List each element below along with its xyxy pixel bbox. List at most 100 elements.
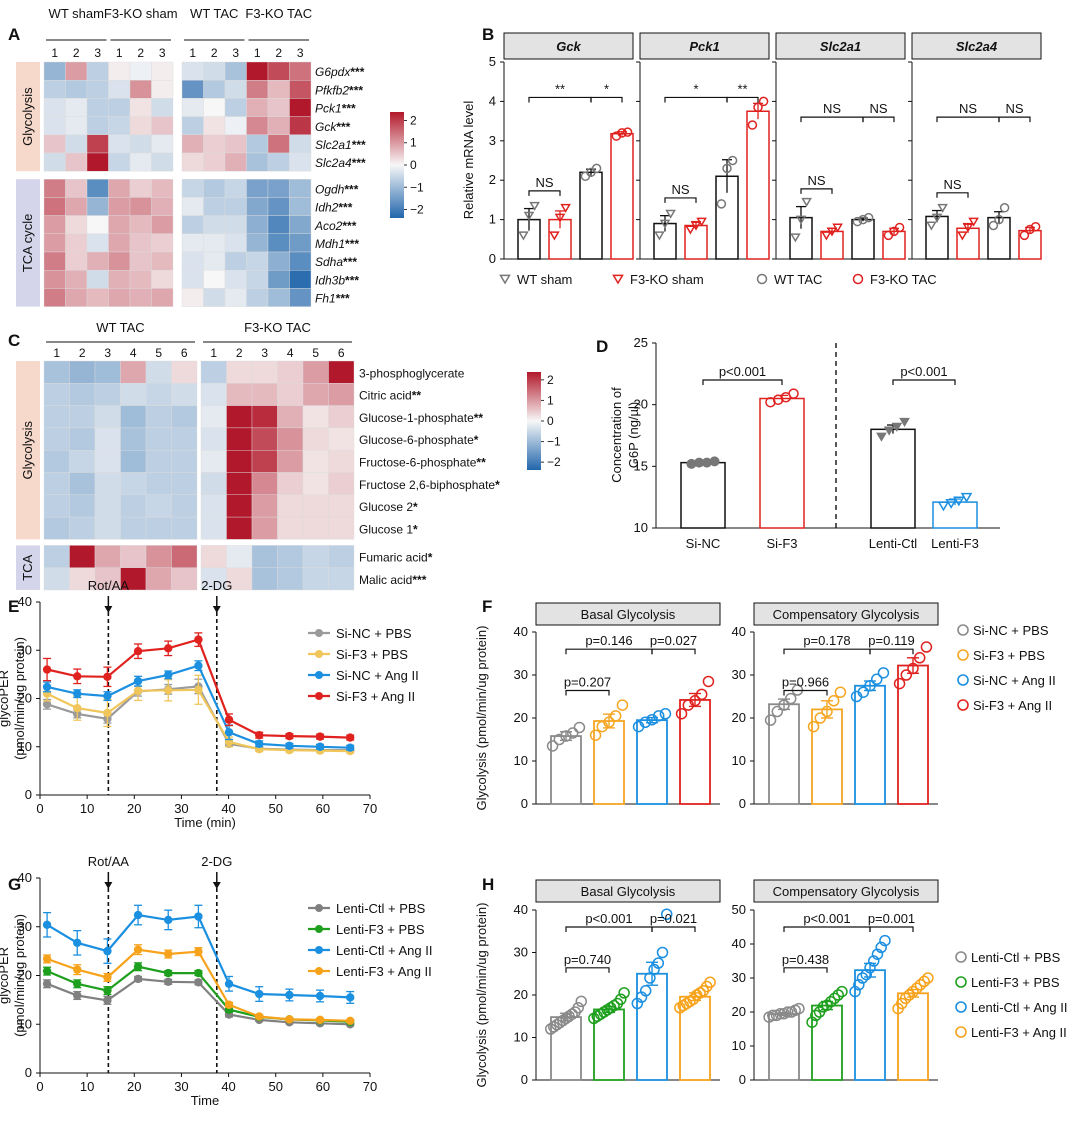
heatmap-cell [267, 251, 290, 271]
bar [680, 461, 726, 529]
legend-marker [315, 946, 323, 954]
data-point [164, 686, 173, 695]
heatmap-cell [203, 98, 226, 117]
heatmap-cell [145, 545, 172, 568]
data-point [774, 1007, 787, 1020]
colorbar [390, 112, 404, 218]
y-tick-label: 25 [634, 335, 648, 350]
significance-bracket [892, 379, 956, 385]
heatmap-cell [86, 134, 109, 154]
heatmap-cell [43, 360, 70, 384]
x-tick-label: 10 [80, 801, 94, 816]
significance-label: p=0.146 [585, 633, 632, 648]
column-number: 2 [275, 46, 282, 60]
heatmap-cell [120, 494, 147, 518]
heatmap-cell [86, 288, 109, 307]
colorbar [527, 372, 541, 470]
data-point [856, 972, 869, 984]
legend-label: F3-KO TAC [870, 272, 937, 287]
column-number: 2 [79, 346, 86, 360]
legend-label: Lenti-Ctl + Ang II [336, 943, 432, 958]
data-point [194, 947, 203, 956]
heatmap-cell [203, 215, 226, 235]
column-number: 1 [116, 46, 123, 60]
x-tick-label: 0 [36, 1079, 43, 1094]
heatmap-cell [200, 427, 227, 451]
data-point [828, 992, 841, 1005]
heatmap-cell [224, 79, 247, 99]
heatmap-cell [145, 494, 172, 518]
heatmap-cell [94, 472, 121, 495]
y-axis-title: G6P (ng/µl) [626, 402, 641, 469]
panel-e-line-chart: glycoPER (pmol/min/ug protein) 0 10 20 30 40 0 1… [0, 578, 419, 830]
heatmap-cell [145, 427, 172, 451]
significance-label: NS [807, 173, 825, 188]
data-point [580, 171, 591, 182]
data-point [722, 163, 732, 174]
data-point [937, 501, 950, 512]
y-tick-label: 10 [732, 753, 746, 768]
data-point [894, 222, 905, 233]
legend-marker [315, 629, 323, 637]
y-axis-title: glycoPER [0, 947, 11, 1004]
heatmap-cell [277, 567, 304, 591]
heatmap-cell [200, 545, 227, 568]
significance-bracket [800, 188, 833, 194]
panel-label-h: H [482, 875, 494, 894]
heatmap-cell [277, 383, 304, 406]
heatmap-cell [129, 197, 152, 216]
heatmap-cell [181, 134, 204, 154]
significance-bracket [800, 116, 864, 123]
y-tick-label: 4 [489, 93, 496, 108]
data-point [753, 102, 763, 113]
group-label: F3-KO sham [104, 6, 178, 21]
significance-bracket [528, 190, 561, 196]
data-point [937, 203, 948, 213]
significance-label: p=0.438 [782, 952, 829, 967]
heatmap-cell [200, 494, 227, 518]
heatmap-cell [43, 516, 70, 540]
heatmap-cell [43, 116, 66, 135]
heatmap-cell [251, 567, 278, 591]
y-tick-label: 40 [514, 624, 528, 639]
bar [579, 171, 603, 260]
data-point [695, 688, 708, 701]
data-point [883, 230, 894, 241]
x-tick-label: 10 [80, 1079, 94, 1094]
heatmap-cell [86, 197, 109, 216]
heatmap-cell [224, 233, 247, 253]
data-point [164, 949, 173, 959]
y-axis-title: glycoPER [0, 670, 11, 727]
x-tick-label: 0 [36, 801, 43, 816]
panel-h-bar-facets: Glycolysis (pmol/min/ug protein) Basal Gl… [474, 879, 1067, 1087]
significance-label: * [693, 81, 698, 96]
y-tick-label: 20 [634, 397, 648, 412]
data-point [42, 966, 52, 976]
heatmap-cell [43, 472, 70, 495]
facet-strip [503, 32, 634, 60]
significance-label: p<0.001 [900, 364, 947, 379]
heatmap-cell [251, 450, 278, 473]
data-point [194, 685, 203, 695]
heatmap-cell [246, 61, 269, 81]
y-tick-label: 40 [732, 936, 746, 951]
data-point [778, 699, 790, 711]
y-tick-label: 0 [521, 796, 528, 811]
data-point [103, 996, 112, 1005]
data-point [704, 976, 716, 988]
significance-bracket [869, 926, 914, 932]
data-point [827, 695, 840, 707]
metabolite-label: Glucose-1-phosphate** [359, 411, 483, 425]
y-tick-label: 20 [732, 710, 746, 725]
legend-marker [955, 951, 967, 963]
heatmap-cell [181, 98, 204, 117]
heatmap-cell [246, 233, 269, 253]
injection-label: 2-DG [201, 854, 232, 869]
group-label: F3-KO TAC [245, 6, 312, 21]
heatmap-cell [302, 450, 329, 473]
legend-label: Lenti-Ctl + PBS [336, 901, 426, 916]
heatmap-cell [200, 383, 227, 406]
data-point [821, 705, 833, 718]
data-point [133, 647, 143, 656]
